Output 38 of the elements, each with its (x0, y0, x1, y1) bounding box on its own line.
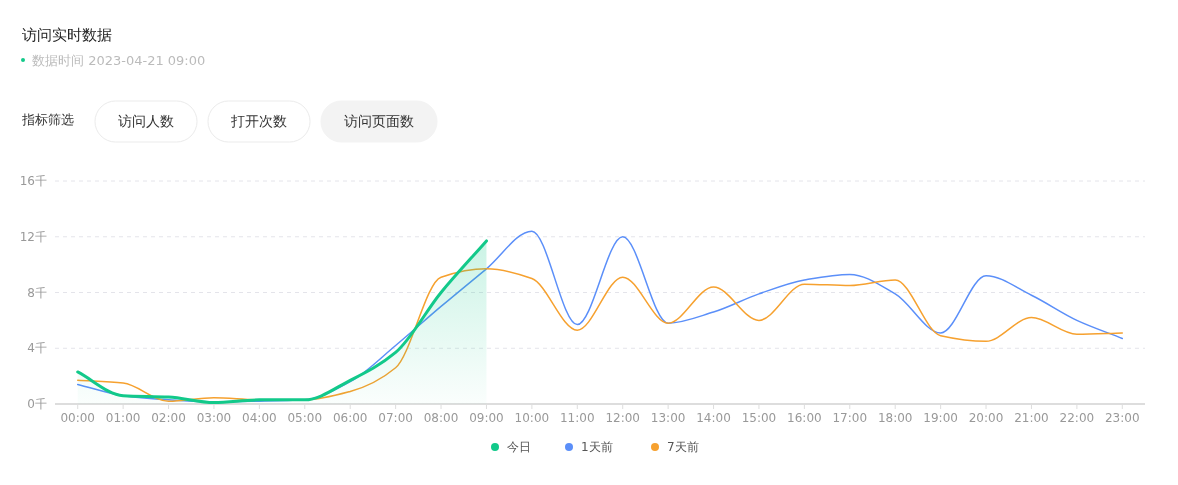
chart-subtitle: 数据时间 2023-04-21 09:00 (32, 53, 206, 68)
x-tick-label: 12:00 (605, 411, 641, 425)
x-tick-label: 20:00 (968, 411, 1004, 425)
x-tick-label: 16:00 (787, 411, 822, 425)
legend-label: 7天前 (667, 440, 699, 454)
y-tick-label: 8千 (27, 285, 47, 300)
legend-label: 1天前 (581, 440, 613, 454)
chart-title: 访问实时数据 (22, 26, 112, 44)
x-tick-label: 23:00 (1104, 411, 1140, 425)
x-tick-label: 21:00 (1014, 411, 1049, 425)
x-tick-label: 07:00 (378, 411, 413, 425)
text: 访问人数 (118, 113, 174, 129)
x-tick-label: 22:00 (1059, 411, 1095, 425)
x-tick-label: 05:00 (287, 411, 323, 425)
x-tick-label: 17:00 (832, 411, 868, 425)
x-tick-label: 18:00 (877, 411, 913, 425)
x-tick-label: 11:00 (559, 411, 595, 425)
x-tick-label: 15:00 (741, 411, 777, 425)
x-tick-label: 14:00 (696, 411, 731, 425)
text: 打开次数 (230, 113, 287, 129)
x-tick-label: 02:00 (151, 411, 186, 425)
y-tick-label: 4千 (27, 341, 47, 356)
y-tick-label: 16千 (19, 174, 47, 188)
x-tick-label: 08:00 (423, 411, 459, 425)
x-tick-label: 01:00 (105, 411, 141, 425)
x-tick-label: 09:00 (469, 411, 504, 425)
x-tick-label: 03:00 (196, 411, 232, 425)
x-tick-label: 13:00 (650, 411, 686, 425)
text: 指标筛选 (21, 112, 74, 127)
x-tick-label: 10:00 (514, 411, 550, 425)
x-tick-label: 04:00 (242, 411, 277, 425)
x-tick-label: 19:00 (923, 411, 958, 425)
x-tick-label: 00:00 (60, 411, 96, 425)
x-tick-label: 06:00 (332, 411, 368, 425)
y-tick-label: 12千 (19, 229, 47, 244)
legend-label: 今日 (507, 440, 531, 454)
text: 访问页面数 (344, 113, 414, 129)
y-tick-label: 0千 (27, 397, 47, 411)
